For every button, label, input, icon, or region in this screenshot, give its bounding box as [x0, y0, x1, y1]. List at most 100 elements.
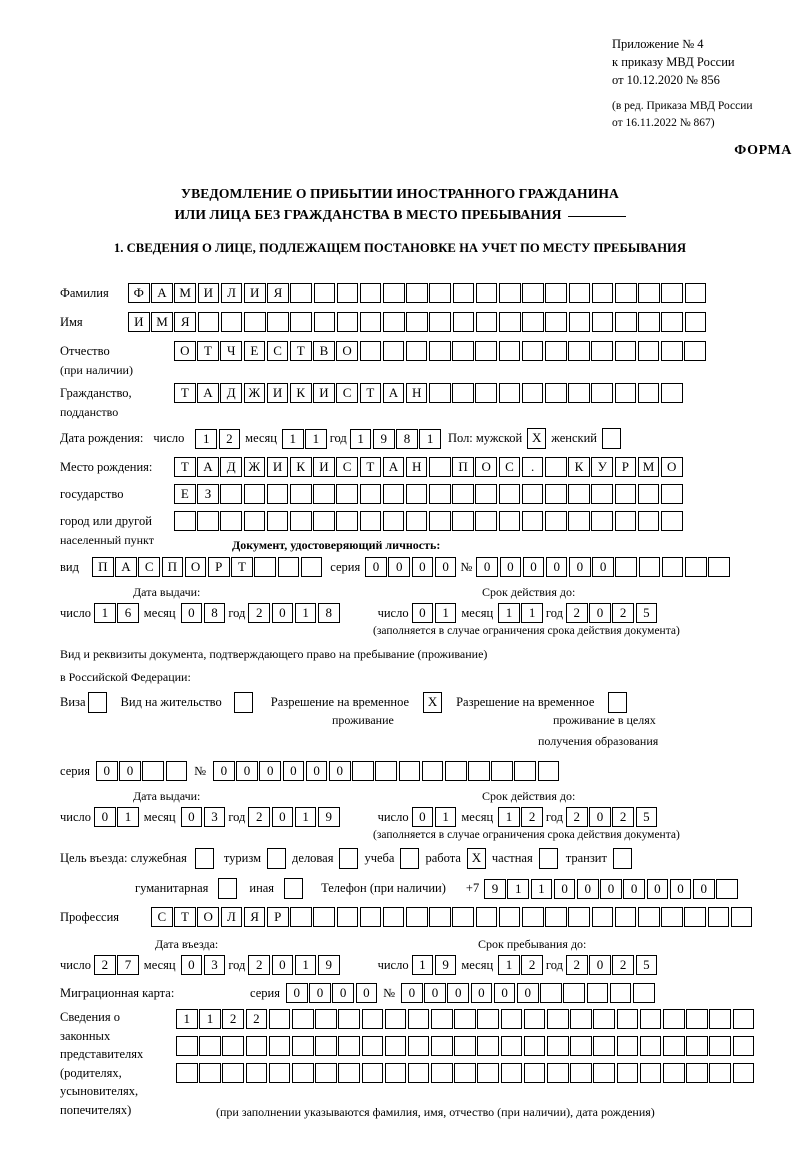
char-cell[interactable]: Р — [207, 557, 230, 577]
char-cell[interactable]: 0 — [259, 761, 282, 781]
char-cell[interactable]: 0 — [569, 557, 591, 577]
char-cell[interactable]: 0 — [180, 603, 203, 623]
char-cell[interactable]: Т — [289, 341, 312, 361]
char-cell[interactable]: О — [197, 907, 219, 927]
char-cell[interactable]: 1 — [294, 807, 317, 827]
char-cell[interactable] — [382, 341, 405, 361]
char-cell[interactable] — [338, 1063, 360, 1083]
char-cell[interactable]: В — [313, 341, 335, 361]
char-cell[interactable] — [570, 1063, 592, 1083]
char-cell[interactable]: 0 — [411, 603, 434, 623]
char-cell[interactable]: О — [336, 341, 358, 361]
char-cell[interactable] — [637, 341, 660, 361]
char-cell[interactable]: 0 — [576, 878, 599, 899]
char-cell[interactable]: 2 — [521, 807, 543, 827]
char-cell[interactable] — [352, 761, 374, 781]
char-cell[interactable]: Р — [614, 457, 637, 477]
char-cell[interactable]: О — [660, 457, 683, 477]
purpose-business-checkbox[interactable] — [339, 848, 359, 869]
char-cell[interactable] — [475, 341, 498, 361]
char-cell[interactable] — [500, 1063, 523, 1083]
char-cell[interactable] — [616, 1009, 639, 1029]
char-cell[interactable] — [405, 341, 428, 361]
char-cell[interactable] — [475, 484, 498, 504]
char-cell[interactable] — [591, 511, 613, 531]
char-cell[interactable]: 9 — [484, 878, 506, 899]
char-cell[interactable]: Т — [359, 383, 382, 403]
char-cell[interactable]: О — [184, 557, 207, 577]
char-cell[interactable]: 9 — [372, 428, 395, 449]
char-cell[interactable]: К — [289, 383, 312, 403]
char-cell[interactable]: 0 — [470, 983, 493, 1003]
char-cell[interactable]: 8 — [317, 603, 340, 623]
char-cell[interactable] — [174, 511, 196, 531]
char-cell[interactable] — [568, 341, 590, 361]
char-cell[interactable]: Е — [174, 484, 196, 504]
char-cell[interactable] — [468, 761, 490, 781]
char-cell[interactable]: 0 — [365, 557, 387, 577]
char-cell[interactable]: 0 — [236, 761, 258, 781]
char-cell[interactable] — [639, 1009, 662, 1029]
char-cell[interactable]: С — [266, 341, 289, 361]
char-cell[interactable]: 1 — [498, 603, 520, 623]
char-cell[interactable] — [383, 283, 405, 303]
char-cell[interactable]: 0 — [309, 983, 331, 1003]
char-cell[interactable] — [639, 1036, 662, 1056]
char-cell[interactable] — [568, 484, 590, 504]
char-cell[interactable] — [176, 1036, 198, 1056]
char-cell[interactable] — [547, 1009, 569, 1029]
char-cell[interactable]: Е — [243, 341, 266, 361]
char-cell[interactable]: Я — [243, 907, 266, 927]
char-cell[interactable]: 2 — [218, 428, 241, 449]
char-cell[interactable] — [475, 907, 498, 927]
char-cell[interactable] — [475, 312, 498, 332]
char-cell[interactable] — [568, 511, 590, 531]
char-cell[interactable] — [568, 283, 591, 303]
char-cell[interactable] — [475, 383, 498, 403]
char-cell[interactable] — [429, 457, 451, 477]
char-cell[interactable] — [522, 312, 544, 332]
char-cell[interactable] — [336, 484, 358, 504]
char-cell[interactable]: 9 — [434, 955, 457, 975]
char-cell[interactable] — [545, 383, 567, 403]
char-cell[interactable]: 2 — [521, 955, 543, 975]
char-cell[interactable] — [197, 511, 219, 531]
purpose-private-checkbox[interactable] — [538, 848, 558, 869]
char-cell[interactable]: 7 — [117, 955, 139, 975]
char-cell[interactable] — [289, 511, 312, 531]
char-cell[interactable] — [429, 283, 452, 303]
char-cell[interactable] — [429, 484, 451, 504]
char-cell[interactable]: 2 — [566, 807, 588, 827]
char-cell[interactable] — [716, 878, 738, 899]
char-cell[interactable] — [407, 1036, 430, 1056]
char-cell[interactable] — [593, 1009, 615, 1029]
char-cell[interactable]: С — [151, 907, 173, 927]
char-cell[interactable] — [336, 312, 359, 332]
char-cell[interactable] — [452, 341, 474, 361]
char-cell[interactable] — [315, 1063, 337, 1083]
char-cell[interactable] — [406, 312, 428, 332]
char-cell[interactable] — [313, 283, 336, 303]
char-cell[interactable]: 0 — [401, 983, 423, 1003]
char-cell[interactable] — [243, 511, 266, 531]
char-cell[interactable]: 1 — [507, 878, 529, 899]
char-cell[interactable] — [359, 283, 382, 303]
temp-residence-checkbox[interactable]: X — [423, 692, 443, 713]
char-cell[interactable] — [429, 907, 451, 927]
char-cell[interactable] — [382, 511, 405, 531]
char-cell[interactable] — [732, 1009, 755, 1029]
char-cell[interactable] — [521, 383, 544, 403]
char-cell[interactable] — [429, 312, 452, 332]
char-cell[interactable]: 0 — [589, 807, 611, 827]
char-cell[interactable]: 0 — [180, 807, 203, 827]
char-cell[interactable] — [616, 1063, 639, 1083]
